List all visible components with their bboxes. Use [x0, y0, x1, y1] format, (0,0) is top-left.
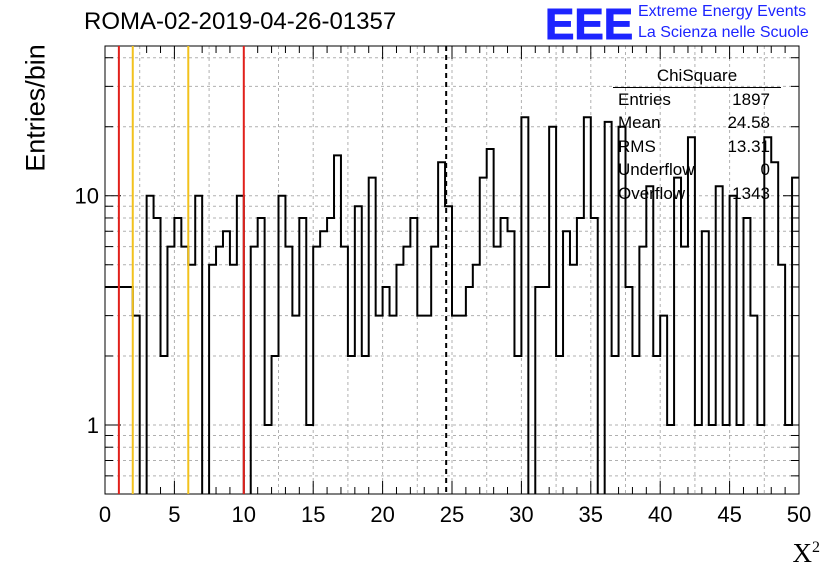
x-axis-label: X2 [793, 538, 821, 569]
x-tick-label: 15 [301, 502, 325, 527]
stats-row-overflow: Overflow 1343 [611, 182, 781, 205]
x-tick-label: 35 [579, 502, 603, 527]
x-tick-label: 50 [787, 502, 811, 527]
x-axis-label-exponent: 2 [812, 539, 820, 556]
y-tick-label: 1 [87, 413, 99, 438]
logo-text-line1: Extreme Energy Events [638, 3, 807, 20]
stats-label: RMS [618, 136, 656, 156]
stats-title: ChiSquare [613, 66, 781, 88]
stats-value: 1897 [732, 90, 770, 109]
logo-text-line2: La Scienza nelle Scuole [638, 24, 809, 41]
stats-box: ChiSquare Entries 1897 Mean 24.58 RMS 13.31… [611, 66, 781, 205]
x-tick-label: 0 [99, 502, 111, 527]
stats-label: Underflow [618, 160, 695, 180]
y-tick-label: 10 [75, 184, 99, 209]
stats-row-entries: Entries 1897 [611, 88, 781, 111]
stats-value: 13.31 [727, 136, 770, 156]
stats-row-underflow: Underflow 0 [611, 158, 781, 181]
stats-row-rms: RMS 13.31 [611, 135, 781, 158]
stats-row-mean: Mean 24.58 [611, 111, 781, 134]
chart-title: ROMA-02-2019-04-26-01357 [84, 8, 397, 35]
histogram-series [105, 116, 799, 494]
x-tick-label: 20 [370, 502, 394, 527]
x-axis-label-base: X [792, 538, 813, 568]
x-tick-label: 30 [509, 502, 533, 527]
stats-label: Overflow [618, 183, 686, 203]
x-tick-label: 40 [648, 502, 672, 527]
stats-label: Mean [618, 113, 661, 133]
x-tick-label: 5 [168, 502, 180, 527]
stats-value: 0 [760, 160, 770, 180]
stats-label: Entries [618, 90, 671, 109]
logo-mark: EEE [545, 3, 633, 43]
eee-logo: EEE [545, 3, 633, 43]
x-tick-label: 25 [440, 502, 464, 527]
y-axis-label: Entries/bin [20, 44, 51, 172]
stats-value: 1343 [732, 183, 770, 203]
x-tick-label: 10 [232, 502, 256, 527]
x-tick-label: 45 [717, 502, 741, 527]
stats-value: 24.58 [727, 113, 770, 133]
